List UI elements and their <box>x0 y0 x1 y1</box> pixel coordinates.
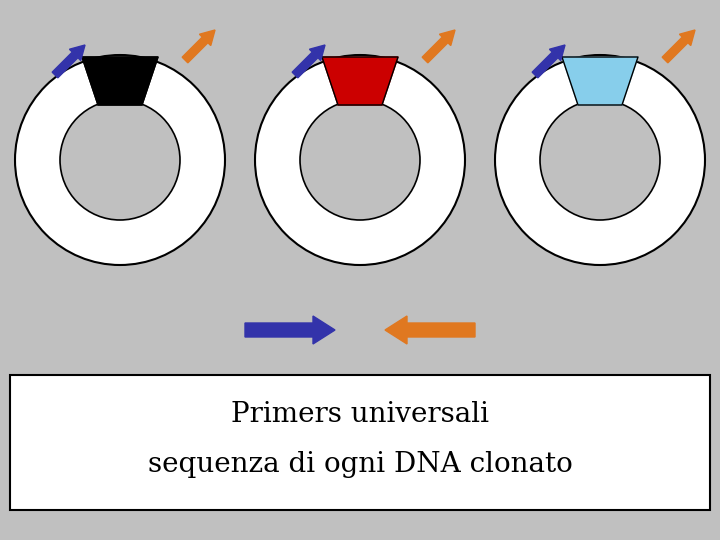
Circle shape <box>540 100 660 220</box>
Circle shape <box>300 100 420 220</box>
FancyArrow shape <box>245 316 335 344</box>
FancyArrow shape <box>292 45 325 78</box>
Circle shape <box>255 55 465 265</box>
Polygon shape <box>562 57 638 105</box>
FancyArrow shape <box>662 30 695 63</box>
FancyArrow shape <box>52 45 85 78</box>
Text: sequenza di ogni DNA clonato: sequenza di ogni DNA clonato <box>148 451 572 478</box>
Text: Primers universali: Primers universali <box>231 402 489 429</box>
FancyArrow shape <box>532 45 565 78</box>
FancyArrow shape <box>182 30 215 63</box>
Circle shape <box>15 55 225 265</box>
Polygon shape <box>322 57 398 105</box>
FancyBboxPatch shape <box>10 375 710 510</box>
FancyArrow shape <box>385 316 475 344</box>
Circle shape <box>60 100 180 220</box>
Circle shape <box>495 55 705 265</box>
FancyArrow shape <box>422 30 455 63</box>
Polygon shape <box>82 57 158 105</box>
